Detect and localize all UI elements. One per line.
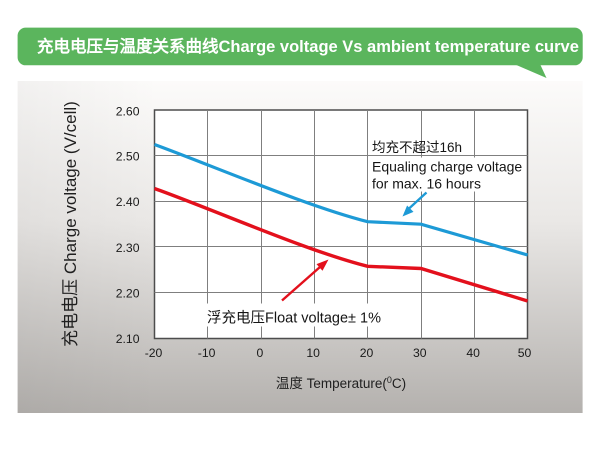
svg-text:40: 40 [466,346,480,360]
svg-text:for max. 16 hours: for max. 16 hours [372,176,481,192]
svg-text:均充不超过16h: 均充不超过16h [372,140,462,155]
svg-text:2.10: 2.10 [116,332,140,346]
svg-text:浮充电压Float voltage± 1%: 浮充电压Float voltage± 1% [207,310,381,327]
svg-text:充电电压与温度关系曲线Charge voltage Vs a: 充电电压与温度关系曲线Charge voltage Vs ambient tem… [37,36,579,56]
svg-text:2.20: 2.20 [116,286,140,300]
svg-text:2.30: 2.30 [116,241,140,255]
svg-text:20: 20 [360,346,374,360]
svg-text:-20: -20 [145,346,163,360]
svg-text:温度 Temperature(0C): 温度 Temperature(0C) [276,375,406,391]
svg-text:2.40: 2.40 [116,195,140,209]
svg-text:2.50: 2.50 [116,150,140,164]
svg-text:30: 30 [413,346,427,360]
svg-text:2.60: 2.60 [116,104,140,118]
svg-text:Equaling charge voltage: Equaling charge voltage [372,159,522,175]
svg-text:0: 0 [257,346,264,360]
svg-text:50: 50 [518,346,532,360]
svg-text:10: 10 [306,346,320,360]
svg-text:充电电压 Charge voltage (V/cell): 充电电压 Charge voltage (V/cell) [61,101,80,347]
svg-text:-10: -10 [198,346,216,360]
